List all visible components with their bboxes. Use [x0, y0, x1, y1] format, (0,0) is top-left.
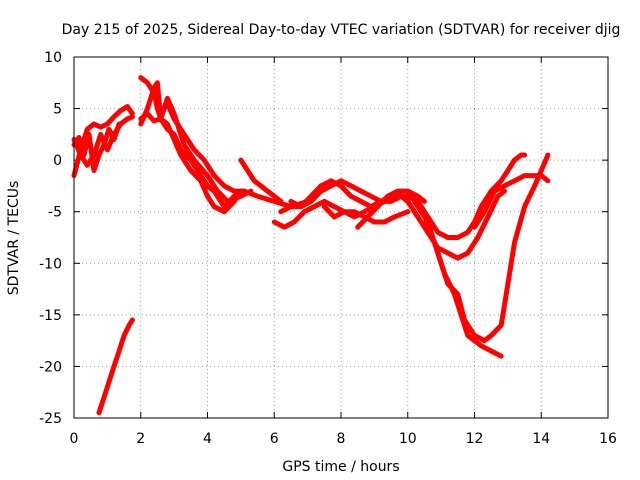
x-tick-label: 6 [270, 431, 279, 447]
x-tick-label: 8 [337, 431, 346, 447]
series-track-18 [411, 152, 551, 344]
plot-frame [73, 56, 609, 419]
series-track-12 [288, 178, 411, 210]
series-track-9 [238, 157, 284, 204]
y-tick-label: -25 [39, 411, 62, 427]
grid-lines [74, 57, 608, 418]
x-tick-label: 10 [399, 431, 417, 447]
x-tick-label: 2 [136, 431, 145, 447]
x-tick-label: 4 [203, 431, 212, 447]
y-tick-label: -10 [39, 256, 62, 272]
series-track-7 [138, 95, 254, 204]
x-tick-label: 12 [466, 431, 484, 447]
series-track-19 [472, 173, 551, 230]
y-tick-label: 0 [53, 153, 62, 169]
series-track-16 [405, 188, 507, 261]
y-tick-label: 5 [53, 102, 62, 118]
x-axis-label: GPS time / hours [282, 459, 399, 475]
series-track-3 [71, 121, 122, 173]
series-track-1 [71, 104, 135, 179]
series-track-8 [164, 100, 311, 210]
series-track-5 [138, 75, 244, 215]
x-tick-label: 16 [599, 431, 617, 447]
tick-labels: 0 2 4 6 8 10 12 14 16 -25 -20 -15 -10 -5 0 5 10 [39, 50, 617, 447]
series-track-15 [405, 152, 528, 240]
y-axis-label: SDTVAR / TECUs [6, 181, 22, 296]
y-tick-label: -5 [48, 205, 62, 221]
series-track-14 [355, 188, 427, 230]
y-tick-label: 10 [44, 50, 62, 66]
y-tick-label: -20 [39, 359, 62, 375]
series-track-4 [96, 317, 135, 416]
x-tick-label: 14 [532, 431, 550, 447]
y-tick-label: -15 [39, 308, 62, 324]
chart-title: Day 215 of 2025, Sidereal Day-to-day VTE… [62, 22, 621, 38]
x-tick-label: 0 [70, 431, 79, 447]
series-track-6 [138, 80, 244, 210]
series-layer [71, 75, 551, 416]
